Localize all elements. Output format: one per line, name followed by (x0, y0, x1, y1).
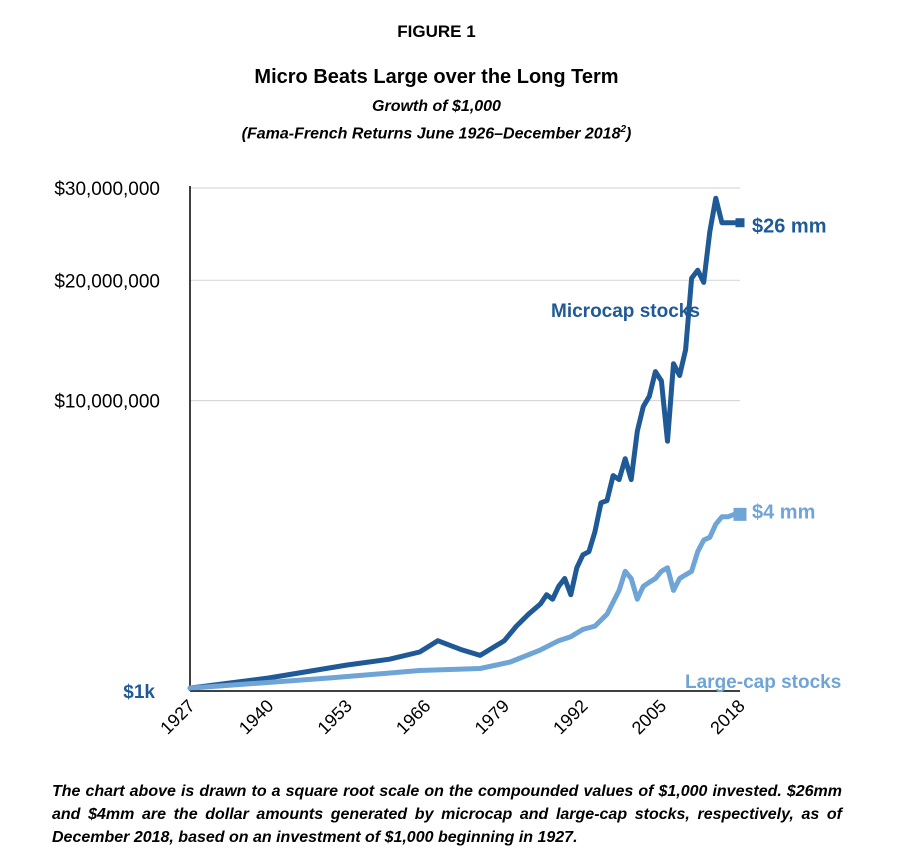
y-tick-label: $10,000,000 (54, 392, 160, 413)
chart-source-note: (Fama-French Returns June 1926–December … (0, 124, 873, 143)
y-tick-label: $20,000,000 (54, 271, 160, 292)
x-tick-label: 1953 (314, 696, 356, 738)
x-tick-label: 1966 (392, 696, 434, 738)
microcap-end-marker (735, 218, 745, 228)
largecap-series-line (187, 511, 743, 691)
x-tick-label: 1979 (471, 696, 513, 738)
x-tick-label: 2005 (628, 696, 670, 738)
figure-label: FIGURE 1 (397, 22, 476, 41)
chart-title: Micro Beats Large over the Long Term (254, 66, 619, 88)
chart-caption: The chart above is drawn to a square roo… (52, 783, 842, 846)
source-note-close: ) (626, 125, 632, 143)
line-chart: $1k $10,000,000 $20,000,000 $30,000,000 1927… (54, 179, 841, 738)
chart-subtitle: Growth of $1,000 (372, 98, 501, 115)
x-tick-label: 1927 (156, 696, 198, 738)
largecap-end-marker (733, 507, 747, 521)
footnote-marker: 2 (620, 124, 627, 135)
largecap-end-label: $4 mm (752, 501, 815, 523)
x-tick-label: 1940 (235, 696, 277, 738)
microcap-series-line (187, 195, 743, 691)
largecap-series-label: Large-cap stocks (685, 672, 841, 693)
microcap-end-label: $26 mm (752, 216, 827, 238)
y-tick-label: $30,000,000 (54, 179, 160, 200)
microcap-series-label: Microcap stocks (551, 301, 700, 322)
y-tick-label: $1k (123, 682, 155, 703)
x-tick-label: 1992 (549, 696, 591, 738)
x-tick-label: 2018 (706, 696, 748, 738)
source-note-text: (Fama-French Returns June 1926–December … (241, 125, 621, 143)
